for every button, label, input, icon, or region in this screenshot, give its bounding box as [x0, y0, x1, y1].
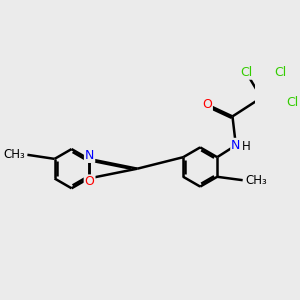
Text: N: N: [231, 139, 241, 152]
Text: Cl: Cl: [286, 96, 298, 109]
Text: Cl: Cl: [240, 66, 252, 79]
Text: N: N: [85, 149, 94, 162]
Text: O: O: [202, 98, 212, 111]
Text: H: H: [242, 140, 250, 154]
Text: Cl: Cl: [274, 66, 286, 79]
Text: CH₃: CH₃: [245, 174, 267, 187]
Text: CH₃: CH₃: [3, 148, 25, 161]
Text: O: O: [85, 176, 94, 188]
